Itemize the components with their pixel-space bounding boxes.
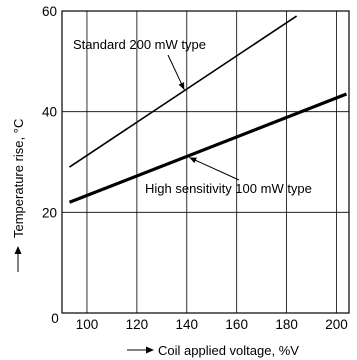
x-tick-label: 160 (225, 317, 248, 332)
y-axis-title: Temperature rise, °C (11, 119, 26, 238)
series-lines (68, 15, 348, 204)
x-tick-label: 200 (325, 317, 348, 332)
y-axis-title-group: Temperature rise, °C (11, 119, 26, 272)
grid-lines (62, 11, 349, 313)
series-label-1: Standard 200 mW type (73, 37, 206, 52)
plot-area-frame (61, 10, 350, 314)
x-tick-label: 140 (176, 317, 199, 332)
series-label-2: High sensitivity 100 mW type (145, 181, 312, 196)
x-tick-label: 120 (126, 317, 149, 332)
x-axis-arrowhead (146, 346, 154, 354)
annotation-arrowhead (189, 157, 197, 164)
annotation-leader (189, 157, 240, 181)
x-axis-title-group: Coil applied voltage, %V (127, 343, 299, 358)
x-tick-label: 180 (275, 317, 298, 332)
series-annotations: Standard 200 mW type High sensitivity 100… (73, 37, 312, 196)
y-axis-arrowhead (14, 246, 22, 254)
x-tick-label: 100 (76, 317, 99, 332)
y-tick-labels: 20 40 60 (42, 4, 57, 220)
x-axis-title: Coil applied voltage, %V (158, 343, 299, 358)
y-tick-label: 20 (42, 205, 57, 220)
y-tick-label: 40 (42, 105, 57, 120)
y-tick-label: 60 (42, 4, 57, 19)
origin-tick-label: 0 (51, 311, 59, 326)
annotation-arrowhead (178, 82, 185, 90)
x-tick-labels: 100 120 140 160 180 200 (76, 317, 348, 332)
series-line-2 (68, 92, 348, 204)
series-line-1 (69, 15, 298, 168)
